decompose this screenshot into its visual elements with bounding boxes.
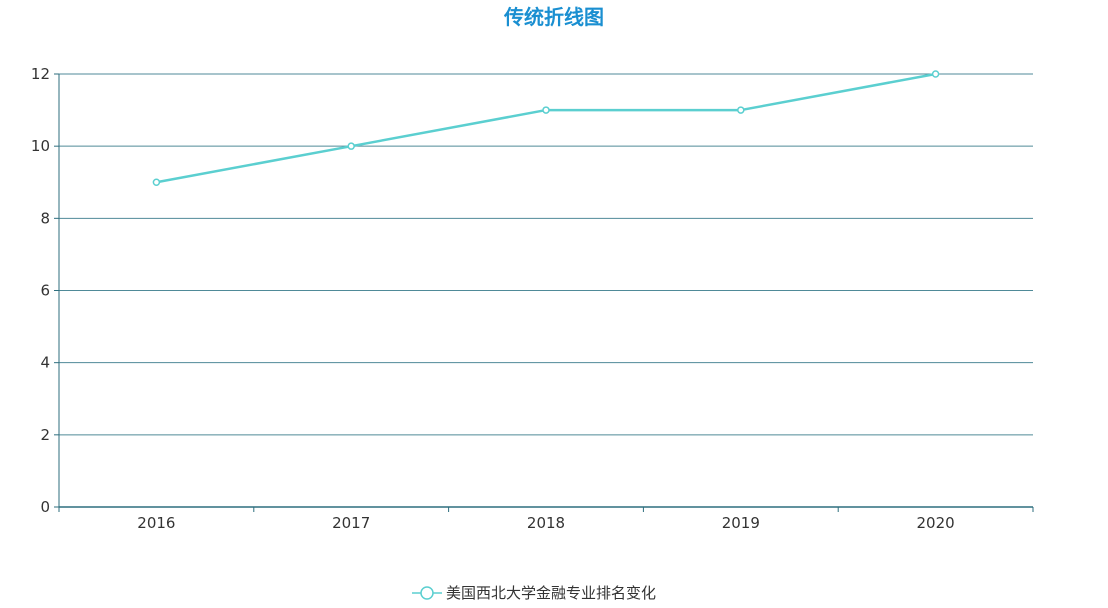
series-layer bbox=[152, 70, 940, 186]
axes: 0 2 4 6 8 10 12 2016 2017 2018 2019 2020 bbox=[31, 65, 1034, 532]
y-tick-label: 8 bbox=[40, 209, 50, 227]
chart-title: 传统折线图 bbox=[503, 5, 604, 29]
y-tick-label: 10 bbox=[31, 137, 50, 155]
grid-lines bbox=[59, 73, 1033, 436]
y-tick-label: 12 bbox=[31, 65, 50, 83]
y-tick-label: 0 bbox=[40, 498, 50, 516]
x-tick-label: 2017 bbox=[332, 514, 370, 532]
y-tick-label: 6 bbox=[40, 282, 50, 300]
data-point[interactable] bbox=[542, 106, 550, 114]
legend-marker-icon bbox=[420, 586, 434, 600]
y-tick-label: 4 bbox=[40, 354, 50, 372]
data-point[interactable] bbox=[152, 178, 161, 186]
series-line bbox=[156, 72, 936, 184]
legend-label[interactable]: 美国西北大学金融专业排名变化 bbox=[446, 584, 656, 602]
legend[interactable]: 美国西北大学金融专业排名变化 bbox=[412, 584, 656, 602]
data-point[interactable] bbox=[347, 142, 355, 150]
data-point[interactable] bbox=[737, 106, 745, 114]
x-tick-label: 2019 bbox=[722, 514, 760, 532]
x-tick-label: 2016 bbox=[137, 514, 175, 532]
y-tick-label: 2 bbox=[40, 426, 50, 444]
x-tick-label: 2020 bbox=[917, 514, 955, 532]
data-point[interactable] bbox=[931, 70, 940, 78]
x-tick-label: 2018 bbox=[527, 514, 565, 532]
